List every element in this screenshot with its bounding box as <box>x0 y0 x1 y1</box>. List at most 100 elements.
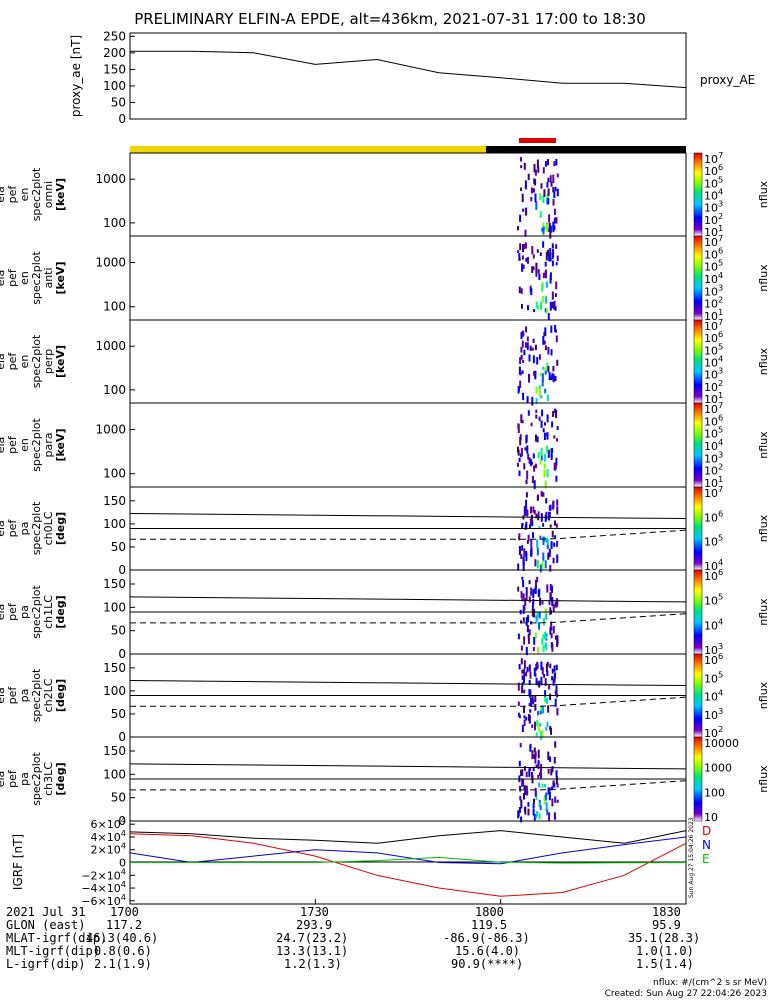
ephemeris-label: MLAT-igrf(dip) <box>6 931 108 945</box>
panel-ylabel: elapefenspec2plotomni[keV] <box>0 167 67 221</box>
proxy-ae-tick-label: 200 <box>103 46 126 60</box>
spectrogram-data <box>517 324 559 406</box>
panel-tick-label: 0 <box>118 563 126 577</box>
panel-tick-label: 0 <box>118 730 126 744</box>
igrf-panel: IGRF [nT] 6×1044×1042×1040−2×104−4×104−6… <box>11 815 711 908</box>
panel-tick-label: 0 <box>118 647 126 661</box>
spectrogram-data <box>517 157 559 239</box>
ephemeris-label: L-igrf(dip) <box>6 957 86 971</box>
colorbar-tick-label: 10000 <box>704 737 739 750</box>
spectrogram-data <box>517 408 559 489</box>
panel-tick-label: 50 <box>111 540 126 554</box>
colorbar-tick-label: 103 <box>704 706 723 722</box>
igrf-tick-label: 0 <box>119 857 126 870</box>
proxy-ae-tick-label: 100 <box>103 79 126 93</box>
panel-ylabel: elapefenspec2plotanti[keV] <box>0 251 67 305</box>
colorbar-tick-label: 105 <box>704 669 723 685</box>
spectrogram-panel-ela_pef_en_spec2plot_anti: elapefenspec2plotanti[keV] 1000 100 1071061… <box>0 233 770 323</box>
colorbar-label: nflux <box>757 681 770 709</box>
loss-cone-line <box>129 596 687 603</box>
igrf-ylabel: IGRF [nT] <box>11 834 25 890</box>
anti-loss-cone-line <box>130 529 687 540</box>
proxy-ae-tick-label: 150 <box>103 62 126 76</box>
igrf-legend-d: D <box>702 824 711 838</box>
anti-loss-cone-line <box>130 780 687 791</box>
proxy-ae-series-line <box>130 50 687 89</box>
panel-tick-label: 1000 <box>95 339 126 353</box>
panel-tick-label: 150 <box>103 494 126 508</box>
panel-ylabel: elapefpaspec2plotch0LC[deg] <box>0 501 67 555</box>
colorbar-label: nflux <box>757 765 770 793</box>
igrf-series-total <box>129 830 687 844</box>
status-bar <box>130 138 686 153</box>
igrf-tick-label: 6×104 <box>91 815 126 831</box>
colorbar-tick-label: 106 <box>704 567 723 583</box>
panel-tick-label: 50 <box>111 707 126 721</box>
igrf-tick-label: 4×104 <box>91 828 126 844</box>
anti-loss-cone-line <box>130 613 687 624</box>
spectrogram-panel-ela_pef_pa_spec2plot_ch3LC: elapefpaspec2plotch3LC[deg] 150 100 50 0 1000… <box>0 736 770 828</box>
panel-tick-label: 100 <box>103 684 126 698</box>
panel-tick-label: 1000 <box>95 172 126 186</box>
spectrogram-data <box>517 658 559 740</box>
proxy-ae-ylabel: proxy_ae [nT] <box>69 35 83 117</box>
colorbar-label: nflux <box>757 264 770 292</box>
ephemeris-value: 117.2 <box>106 918 143 932</box>
colorbar-tick-label: 107 <box>704 484 723 500</box>
panel-tick-label: 1000 <box>95 423 126 437</box>
panel-tick-label: 100 <box>103 216 126 230</box>
spectrogram-panel-ela_pef_pa_spec2plot_ch0LC: elapefpaspec2plotch0LC[deg] 150 100 50 0 107 1… <box>0 484 770 577</box>
science-zone-marker <box>519 138 556 143</box>
colorbar-label: nflux <box>757 347 770 375</box>
ephemeris-value: 293.9 <box>296 918 333 932</box>
ephemeris-label: MLT-igrf(dip) <box>6 944 100 958</box>
ephemeris-label: GLON (east) <box>6 918 86 932</box>
colorbar-tick-label: 104 <box>704 688 723 704</box>
colorbar-label: nflux <box>757 431 770 459</box>
spectrogram-panel-ela_pef_en_spec2plot_para: elapefenspec2plotpara[keV] 1000 100 1071061… <box>0 400 770 490</box>
loss-cone-line <box>129 680 687 687</box>
panel-tick-label: 100 <box>103 517 126 531</box>
colorbar-label: nflux <box>757 598 770 626</box>
panel-tick-label: 100 <box>103 300 126 314</box>
panel-tick-label: 50 <box>111 791 126 805</box>
spectrogram-data <box>517 741 559 823</box>
ephemeris-value: 1.2(1.3) <box>284 957 342 971</box>
ephemeris-value: 1700 <box>110 905 139 919</box>
ephemeris-value: 1800 <box>475 905 504 919</box>
ephemeris-value: 119.5 <box>471 918 508 932</box>
figure-title: PRELIMINARY ELFIN-A EPDE, alt=436km, 202… <box>134 10 646 28</box>
ephemeris-value: 1830 <box>652 905 681 919</box>
panel-ylabel: elapefpaspec2plotch3LC[deg] <box>0 752 67 806</box>
proxy-ae-tick-label: 50 <box>111 95 126 109</box>
colorbar-tick-label: 106 <box>704 508 723 524</box>
panel-ylabel: elapefenspec2plotperp[keV] <box>0 334 67 388</box>
panel-ylabel: elapefpaspec2plotch2LC[deg] <box>0 668 67 722</box>
ephemeris-value: 15.6(4.0) <box>455 944 521 958</box>
panel-tick-label: 0 <box>118 814 126 828</box>
panel-frame <box>129 152 687 237</box>
panel-ylabel: elapefenspec2plotpara[keV] <box>0 418 67 472</box>
spectrogram-panel-ela_pef_pa_spec2plot_ch2LC: elapefpaspec2plotch2LC[deg] 150 100 50 0 106 1… <box>0 651 770 744</box>
ephemeris-value: 1.5(1.4) <box>636 957 694 971</box>
colorbar-tick-label: 1000 <box>704 762 732 775</box>
panel-tick-label: 50 <box>111 624 126 638</box>
proxy-ae-tick-label: 0 <box>118 112 126 126</box>
panel-tick-label: 100 <box>103 600 126 614</box>
colorbar-tick-label: 100 <box>704 786 725 799</box>
created-note: Created: Sun Aug 27 22:04:26 2023 <box>604 989 767 999</box>
panel-frame <box>129 235 687 321</box>
panel-tick-label: 100 <box>103 767 126 781</box>
panel-tick-label: 150 <box>103 577 126 591</box>
status-bar-yellow <box>130 146 486 153</box>
igrf-tick-label: −6×104 <box>81 892 126 908</box>
proxy-ae-right-label: proxy_AE <box>700 73 755 87</box>
panel-tick-label: 150 <box>103 744 126 758</box>
igrf-tick-label: −4×104 <box>81 879 126 895</box>
colorbar-tick-label: 105 <box>704 533 723 549</box>
